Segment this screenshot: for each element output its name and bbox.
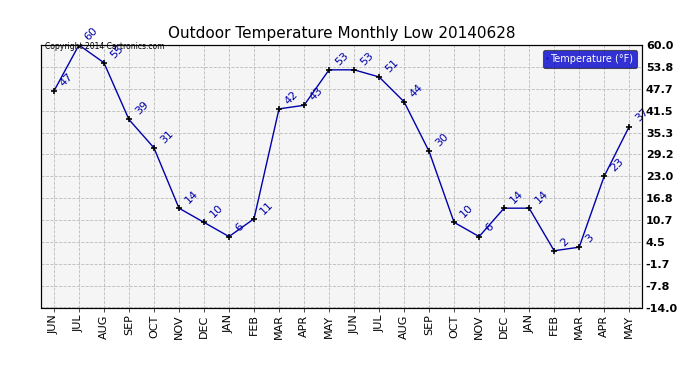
- Text: 55: 55: [108, 43, 125, 60]
- Text: 53: 53: [358, 50, 375, 67]
- Text: 14: 14: [183, 188, 200, 206]
- Text: 39: 39: [133, 100, 150, 117]
- Text: 30: 30: [433, 132, 451, 148]
- Text: 37: 37: [633, 107, 651, 124]
- Text: 44: 44: [408, 82, 426, 99]
- Text: 2: 2: [558, 236, 571, 248]
- Text: 47: 47: [58, 71, 75, 88]
- Text: 10: 10: [208, 202, 225, 220]
- Text: 3: 3: [583, 232, 595, 244]
- Text: 23: 23: [609, 156, 625, 174]
- Text: 43: 43: [308, 86, 325, 102]
- Text: 51: 51: [383, 57, 400, 74]
- Legend: Temperature (°F): Temperature (°F): [543, 50, 637, 68]
- Text: 10: 10: [458, 202, 475, 220]
- Text: 53: 53: [333, 50, 351, 67]
- Text: 11: 11: [258, 199, 275, 216]
- Text: 6: 6: [483, 222, 495, 234]
- Text: 14: 14: [509, 188, 525, 206]
- Text: 6: 6: [233, 222, 245, 234]
- Text: 60: 60: [83, 25, 100, 42]
- Text: 31: 31: [158, 128, 175, 145]
- Text: 14: 14: [533, 188, 551, 206]
- Text: Copyright 2014 Cartronics.com: Copyright 2014 Cartronics.com: [45, 42, 164, 51]
- Text: 42: 42: [283, 89, 300, 106]
- Title: Outdoor Temperature Monthly Low 20140628: Outdoor Temperature Monthly Low 20140628: [168, 26, 515, 41]
